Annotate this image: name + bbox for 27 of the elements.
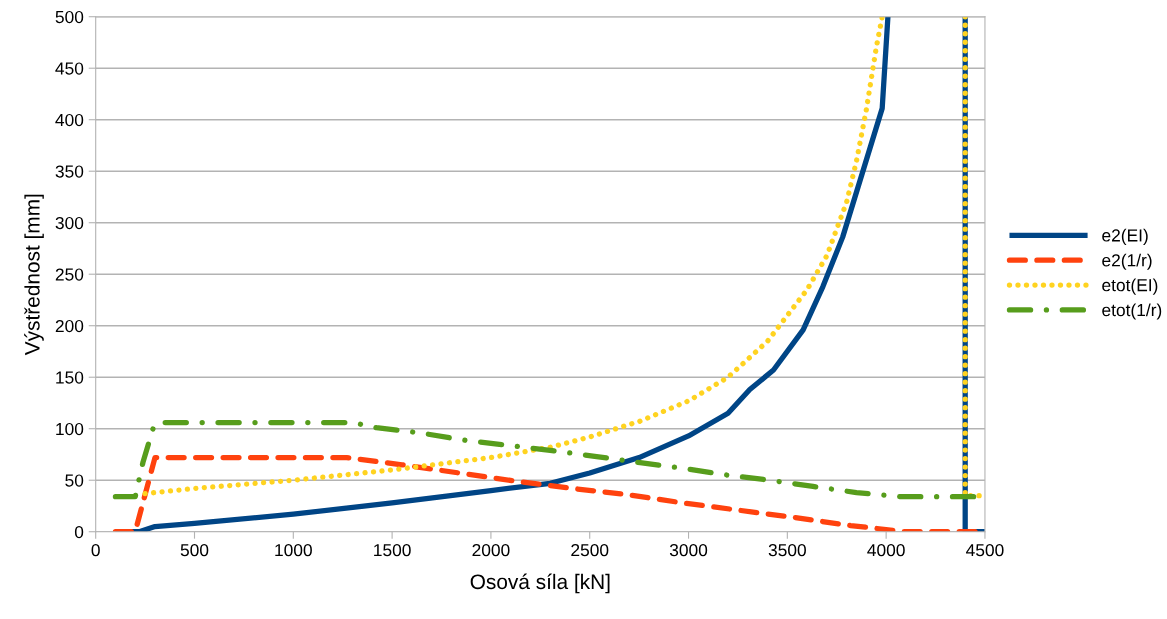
x-tick-label: 2000 xyxy=(472,543,510,557)
y-tick-label: 300 xyxy=(55,216,84,230)
y-tick-label: 0 xyxy=(74,525,84,539)
y-tick-label: 250 xyxy=(55,268,84,281)
x-tick-label: 4000 xyxy=(867,543,905,557)
legend-label: e2(EI) xyxy=(1102,228,1148,245)
x-tick-label: 4500 xyxy=(966,543,1004,557)
y-tick-label: 500 xyxy=(55,10,84,24)
x-tick-label: 0 xyxy=(91,543,100,557)
y-tick-label: 450 xyxy=(55,62,84,75)
y-tick-label: 350 xyxy=(55,165,84,178)
legend-label: e2(1/r) xyxy=(1102,253,1152,270)
x-tick-label: 1500 xyxy=(374,543,411,557)
y-tick-label: 200 xyxy=(55,319,84,333)
legend-label: etot(1/r) xyxy=(1102,303,1162,320)
x-tick-label: 3000 xyxy=(669,543,708,557)
x-tick-label: 2500 xyxy=(571,543,609,557)
x-tick-label: 500 xyxy=(180,543,209,557)
y-axis-title: Výstřednost [mm] xyxy=(24,194,44,356)
y-tick-label: 150 xyxy=(56,371,84,384)
x-axis-title: Osová síla [kN] xyxy=(470,573,610,594)
y-tick-label: 50 xyxy=(65,474,84,487)
y-tick-label: 100 xyxy=(56,422,84,436)
x-tick-label: 3500 xyxy=(768,543,806,557)
x-tick-label: 1000 xyxy=(275,543,312,557)
legend-label: etot(EI) xyxy=(1102,278,1158,295)
y-tick-label: 400 xyxy=(55,113,84,127)
